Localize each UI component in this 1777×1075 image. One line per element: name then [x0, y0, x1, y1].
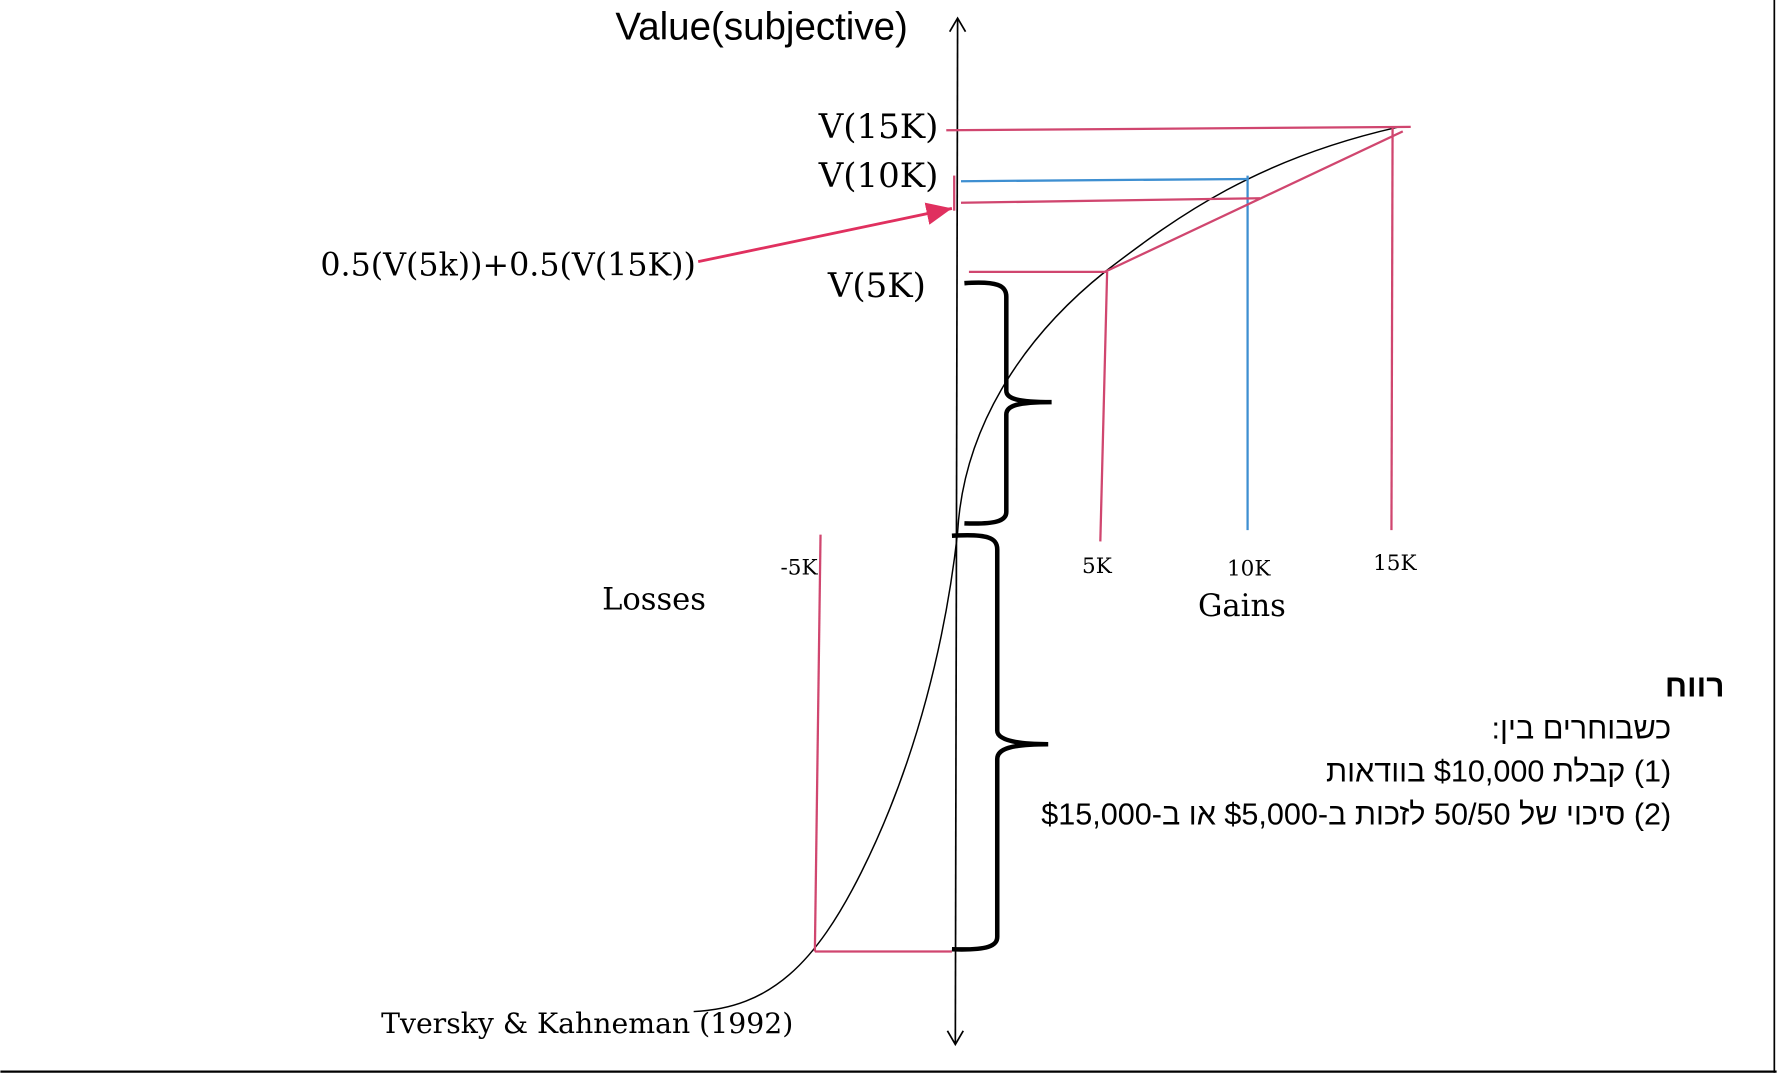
tick-5k: 5K	[1082, 554, 1113, 579]
5k-line	[1099, 271, 1109, 542]
axis-arrow-down-icon	[946, 1030, 964, 1047]
gain-brace	[964, 280, 1052, 526]
expected-arrow	[697, 202, 953, 264]
v15k-line	[946, 125, 1411, 132]
15k-line	[1390, 126, 1394, 531]
citation: Tversky & Kahneman (1992)	[381, 1007, 793, 1040]
expected-value-line	[960, 197, 1261, 204]
value-curve	[693, 126, 1400, 1013]
note-line-3: (2) סיכוי של 50/50 לזכות ב-$5,000 או ב-$…	[1041, 798, 1671, 832]
axis-arrow-up-icon	[948, 16, 967, 33]
note-line-1: כשבוחרים בין:	[1492, 712, 1672, 746]
tick-neg5k: -5K	[780, 555, 818, 580]
losses-label: Losses	[602, 582, 706, 617]
label-v15k: V(15K)	[818, 107, 939, 147]
gains-label: Gains	[1198, 589, 1286, 624]
neg5k-line	[813, 534, 822, 952]
label-v5k: V(5K)	[827, 266, 926, 306]
tick-15k: 15K	[1373, 551, 1417, 576]
v10k-line	[960, 177, 1249, 183]
note-title: רווח	[1665, 668, 1725, 704]
note-line-2: (1) קבלת $10,000 בוודאות	[1326, 755, 1671, 789]
axis-title: Value(subjective)	[615, 6, 907, 49]
chord-line	[1104, 130, 1404, 273]
loss-brace	[951, 533, 1049, 952]
tick-10k: 10K	[1227, 556, 1271, 581]
gain-note: רווח כשבוחרים בין: (1) קבלת $10,000 בווד…	[1041, 668, 1724, 832]
label-v10k: V(10K)	[818, 156, 939, 196]
value-axis	[946, 16, 967, 1047]
label-expected-value: 0.5(V(5k))+0.5(V(15K))	[320, 247, 696, 283]
